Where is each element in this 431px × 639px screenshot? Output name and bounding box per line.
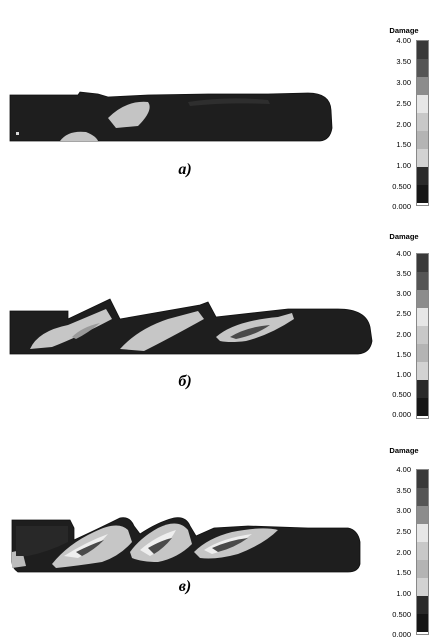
legend-swatch bbox=[417, 524, 428, 542]
legend-swatch bbox=[417, 254, 428, 272]
legend-title: Damage bbox=[389, 232, 419, 241]
panel-caption-b: б) bbox=[178, 373, 192, 390]
legend-swatch bbox=[417, 488, 428, 506]
legend-title: Damage bbox=[389, 446, 419, 455]
legend-label: 1.50 bbox=[396, 350, 411, 359]
legend-label: 3.00 bbox=[396, 78, 411, 87]
legend-label: 3.50 bbox=[396, 269, 411, 278]
legend-color-bar bbox=[416, 469, 429, 635]
legend-swatch bbox=[417, 95, 428, 113]
legend-label: 0.500 bbox=[392, 390, 411, 399]
legend-label: 1.00 bbox=[396, 161, 411, 170]
legend-label: 0.500 bbox=[392, 610, 411, 619]
legend-swatch bbox=[417, 578, 428, 596]
legend-label: 2.00 bbox=[396, 548, 411, 557]
legend-label: 2.50 bbox=[396, 527, 411, 536]
panel-c: в) Damage 4.00 3.50 3.00 2.50 2.00 1.50 … bbox=[0, 430, 431, 639]
legend-swatch bbox=[417, 185, 428, 203]
legend-swatch bbox=[417, 362, 428, 380]
legend-label: 3.00 bbox=[396, 506, 411, 515]
legend-title: Damage bbox=[389, 26, 419, 35]
legend-swatch bbox=[417, 308, 428, 326]
legend-swatch bbox=[417, 167, 428, 185]
legend-swatch bbox=[417, 614, 428, 632]
legend-color-bar bbox=[416, 253, 429, 419]
legend-swatch bbox=[417, 596, 428, 614]
legend-swatch bbox=[417, 344, 428, 362]
legend-swatch bbox=[417, 59, 428, 77]
legend-label: 3.00 bbox=[396, 289, 411, 298]
legend-label: 1.00 bbox=[396, 589, 411, 598]
legend-swatch bbox=[417, 77, 428, 95]
damage-legend-b: Damage 4.00 3.50 3.00 2.50 2.00 1.50 1.0… bbox=[378, 232, 431, 422]
panel-a: а) Damage 4.00 3.50 3.00 2.50 2.00 1.50 … bbox=[0, 0, 431, 215]
legend-label: 0.000 bbox=[392, 630, 411, 639]
legend-swatch bbox=[417, 470, 428, 488]
panel-caption-c: в) bbox=[178, 578, 192, 595]
legend-swatch bbox=[417, 131, 428, 149]
legend-label: 3.50 bbox=[396, 57, 411, 66]
damage-legend-a: Damage 4.00 3.50 3.00 2.50 2.00 1.50 1.0… bbox=[378, 26, 431, 211]
legend-swatch bbox=[417, 41, 428, 59]
legend-swatch bbox=[417, 380, 428, 398]
legend-label: 1.50 bbox=[396, 140, 411, 149]
panel-caption-a: а) bbox=[178, 161, 192, 178]
legend-color-bar bbox=[416, 40, 429, 206]
legend-label: 0.000 bbox=[392, 410, 411, 419]
legend-swatch bbox=[417, 560, 428, 578]
legend-swatch bbox=[417, 542, 428, 560]
legend-label: 2.50 bbox=[396, 309, 411, 318]
legend-label: 0.000 bbox=[392, 202, 411, 211]
damage-legend-c: Damage 4.00 3.50 3.00 2.50 2.00 1.50 1.0… bbox=[378, 446, 431, 639]
damage-contour-plot-c bbox=[11, 517, 361, 573]
legend-swatch bbox=[417, 326, 428, 344]
legend-label: 3.50 bbox=[396, 486, 411, 495]
legend-label: 2.00 bbox=[396, 330, 411, 339]
legend-label: 4.00 bbox=[396, 36, 411, 45]
legend-swatch bbox=[417, 290, 428, 308]
panel-b: б) Damage 4.00 3.50 3.00 2.50 2.00 1.50 … bbox=[0, 215, 431, 430]
legend-swatch bbox=[417, 398, 428, 416]
legend-swatch bbox=[417, 149, 428, 167]
legend-swatch bbox=[417, 506, 428, 524]
legend-label: 1.00 bbox=[396, 370, 411, 379]
legend-label: 2.50 bbox=[396, 99, 411, 108]
damage-contour-plot-a bbox=[9, 91, 333, 142]
legend-label: 4.00 bbox=[396, 465, 411, 474]
legend-swatch bbox=[417, 272, 428, 290]
legend-label: 1.50 bbox=[396, 568, 411, 577]
legend-label: 0.500 bbox=[392, 182, 411, 191]
legend-label: 4.00 bbox=[396, 249, 411, 258]
damage-contour-plot-b bbox=[9, 298, 373, 355]
legend-swatch bbox=[417, 113, 428, 131]
legend-label: 2.00 bbox=[396, 120, 411, 129]
